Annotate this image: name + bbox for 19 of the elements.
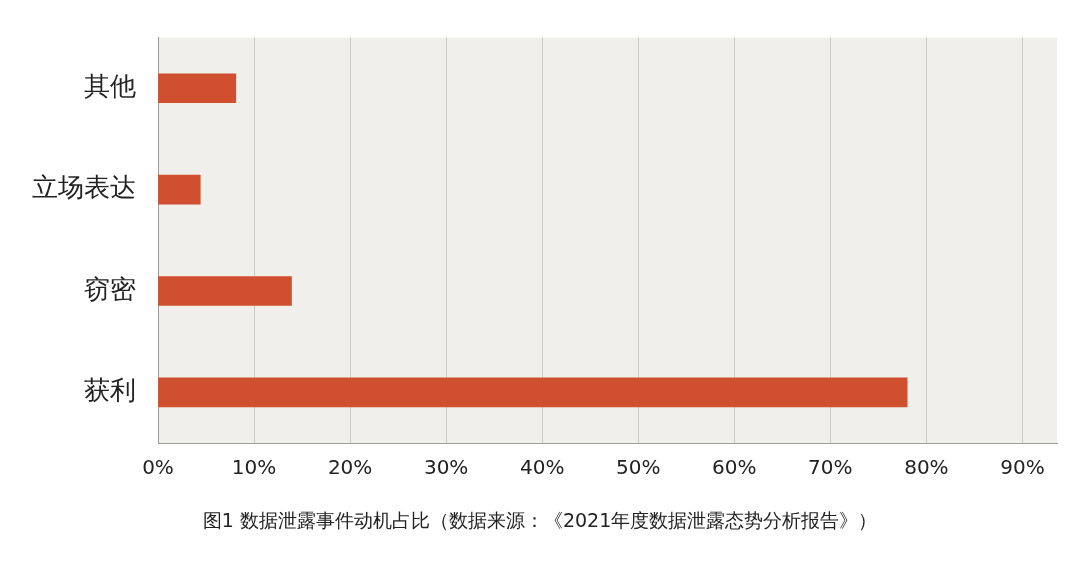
y-tick-label: 其他 [84, 71, 136, 102]
bar [158, 377, 908, 408]
bar [158, 174, 201, 205]
x-tick-label: 90% [1000, 455, 1045, 480]
x-tick-label: 60% [712, 455, 757, 480]
x-tick-label: 40% [519, 455, 565, 480]
bar [158, 73, 237, 104]
x-tick-label: 30% [423, 455, 469, 480]
y-tick-label: 窃密 [84, 273, 136, 304]
y-tick-label: 立场表达 [32, 172, 136, 203]
x-tick-label: 10% [231, 455, 277, 480]
x-tick-label: 20% [327, 455, 373, 480]
x-tick-label: 70% [808, 455, 853, 480]
y-tick-label: 获利 [84, 375, 136, 406]
x-tick-label: 80% [904, 455, 949, 480]
x-tick-label: 50% [616, 455, 661, 480]
caption: 图1 数据泄露事件动机占比（数据来源：《2021年度数据泄露态势分析报告》） [201, 508, 879, 533]
bar [158, 276, 292, 306]
x-tick-label: 0% [142, 455, 174, 480]
